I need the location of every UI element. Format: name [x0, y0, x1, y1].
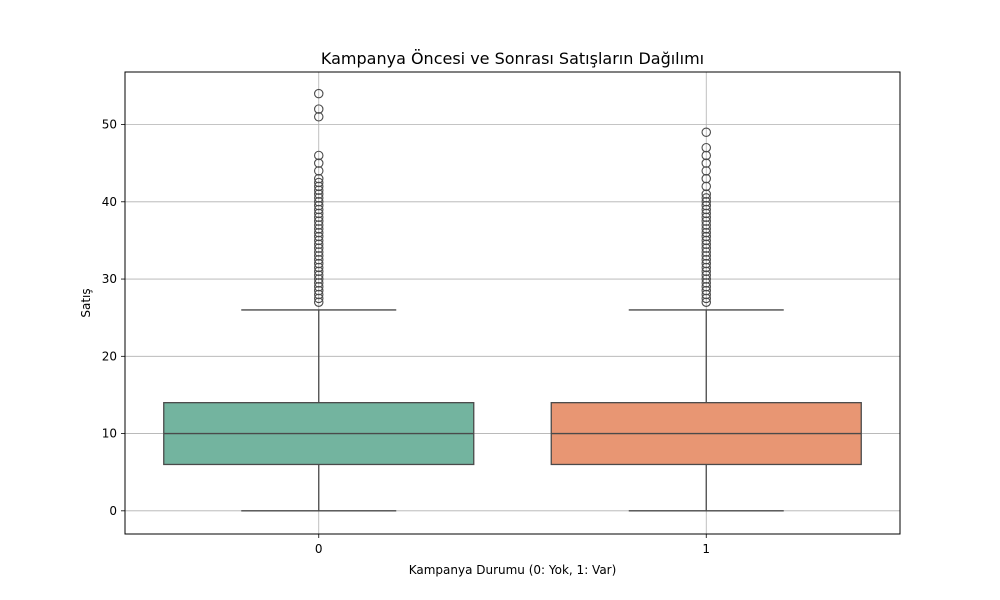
outlier-point: [701, 270, 711, 280]
outlier-point: [701, 297, 711, 307]
y-tick-label: 40: [102, 195, 117, 209]
outlier-point: [701, 197, 711, 207]
y-tick-label: 10: [102, 427, 117, 441]
outlier-point: [313, 197, 324, 207]
outlier-point: [313, 88, 324, 99]
outlier-point: [701, 289, 711, 300]
y-tick-label: 30: [102, 272, 117, 286]
outlier-point: [701, 239, 711, 250]
outlier-point: [313, 112, 324, 122]
outlier-point: [313, 158, 324, 168]
outlier-point: [313, 216, 324, 226]
outlier-point: [701, 243, 711, 253]
outlier-point: [313, 204, 324, 215]
outlier-point: [701, 285, 711, 296]
outlier-point: [701, 216, 711, 226]
outlier-point: [701, 158, 711, 168]
outlier-point: [701, 262, 711, 273]
y-axis-label: Satış: [79, 288, 93, 317]
outlier-point: [313, 177, 324, 188]
outlier-point: [313, 282, 324, 292]
x-tick-label: 0: [315, 542, 323, 556]
outlier-point: [313, 200, 324, 211]
outlier-point: [313, 254, 324, 265]
y-tick-label: 20: [102, 349, 117, 363]
outlier-point: [701, 173, 711, 184]
outlier-point: [701, 204, 711, 215]
outlier-point: [313, 181, 324, 192]
outlier-point: [313, 258, 324, 269]
outlier-point: [313, 208, 324, 219]
outlier-point: [701, 127, 711, 138]
outlier-point: [701, 212, 711, 222]
outlier-point: [313, 173, 324, 184]
outlier-point: [701, 258, 711, 269]
box-plots: [163, 88, 862, 512]
outlier-point: [313, 247, 324, 257]
outlier-point: [701, 266, 711, 277]
outlier-point: [313, 227, 324, 238]
outlier-point: [313, 193, 324, 203]
plot-frame: [124, 71, 901, 535]
outlier-point: [313, 243, 324, 253]
outlier-point: [701, 231, 711, 242]
chart-title: Kampanya Öncesi ve Sonrası Satışların Da…: [321, 49, 704, 68]
outlier-point: [701, 278, 711, 288]
axis-ticks: 0 10 20 30 40 50 0 1: [102, 118, 710, 556]
outlier-point: [701, 224, 711, 234]
outlier-point: [701, 208, 711, 219]
outlier-point: [313, 297, 324, 307]
outlier-point: [313, 150, 324, 161]
outlier-point: [701, 227, 711, 238]
outlier-point: [701, 274, 711, 284]
outlier-point: [313, 278, 324, 288]
outlier-point: [313, 224, 324, 234]
outlier-point: [701, 293, 711, 304]
outlier-point: [313, 104, 324, 114]
y-tick-label: 0: [109, 504, 117, 518]
outlier-point: [313, 239, 324, 250]
outlier-point: [701, 181, 711, 192]
box-1: [550, 127, 862, 512]
outlier-point: [701, 166, 711, 176]
x-axis-label: Kampanya Durumu (0: Yok, 1: Var): [409, 563, 617, 577]
outlier-point: [313, 185, 324, 195]
outlier-point: [313, 285, 324, 296]
outlier-point: [701, 189, 711, 199]
outlier-point: [313, 262, 324, 273]
outlier-point: [313, 289, 324, 300]
outlier-point: [313, 266, 324, 277]
outlier-point: [313, 231, 324, 242]
outlier-point: [701, 142, 711, 153]
outlier-point: [701, 247, 711, 257]
outlier-point: [313, 212, 324, 222]
outlier-point: [701, 251, 711, 261]
outlier-point: [701, 200, 711, 211]
outlier-point: [313, 220, 324, 230]
outlier-point: [701, 254, 711, 265]
outlier-point: [701, 220, 711, 230]
outlier-point: [701, 193, 711, 203]
y-tick-label: 50: [102, 118, 117, 132]
outlier-point: [313, 293, 324, 304]
outlier-point: [701, 282, 711, 292]
outlier-point: [313, 235, 324, 246]
x-tick-label: 1: [702, 542, 710, 556]
outlier-point: [313, 166, 324, 176]
outlier-point: [313, 189, 324, 199]
box-0: [163, 88, 475, 512]
outlier-point: [313, 274, 324, 284]
outlier-point: [701, 150, 711, 161]
outlier-point: [701, 235, 711, 246]
outlier-point: [313, 270, 324, 280]
outlier-point: [313, 251, 324, 261]
